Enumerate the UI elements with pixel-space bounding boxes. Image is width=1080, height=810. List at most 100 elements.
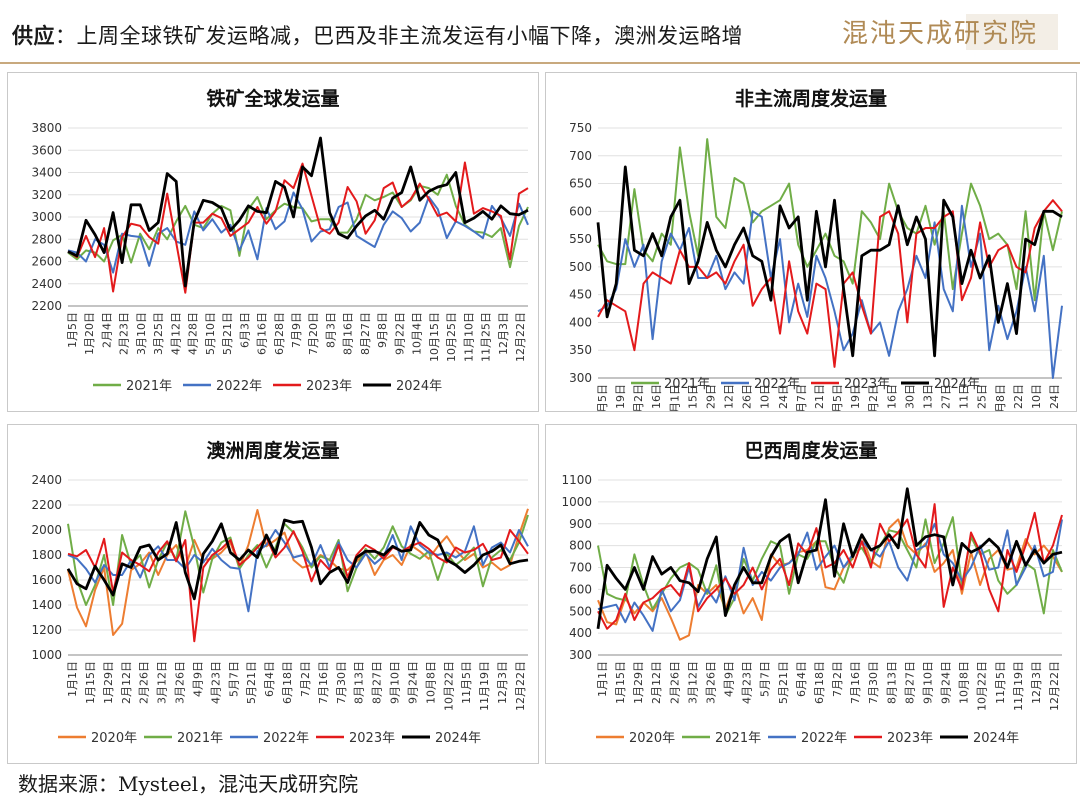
x-tick-label: 1月29日 [102,661,115,704]
legend-label-2024: 2024年 [396,379,442,394]
y-tick-label: 400 [569,626,592,640]
y-tick-label: 2800 [31,232,62,246]
legend-label-2023: 2023年 [887,731,933,746]
x-tick-label: 1月19日 [614,384,627,411]
y-tick-label: 3200 [31,188,62,202]
legend-label-2024: 2024年 [934,377,980,392]
series-line-2020 [67,508,529,636]
x-tick-label: 10月11日 [958,384,971,411]
x-tick-label: 2月12日 [650,661,663,704]
x-tick-label: 8月13日 [353,661,366,704]
x-tick-label: 7月30日 [335,661,348,704]
x-tick-label: 10月8日 [958,661,971,704]
x-tick-label: 4月26日 [741,384,754,411]
title-text: ：上周全球铁矿发运略减，巴西及非主流发运有小幅下降，澳洲发运略增 [55,24,743,48]
logo-text: 混沌天成研究院 [842,19,1038,49]
x-tick-label: 9月24日 [406,661,419,704]
chart-panel-nonmainstream: 非主流周度发运量 300 350 400 450 500 550 600 650 700 750 1月… [545,72,1077,412]
header-divider [0,62,1080,64]
legend-label-2023: 2023年 [844,377,890,392]
logo: 混沌天成研究院 [842,14,1058,50]
x-tick-label: 7月5日 [831,384,844,411]
series-line-2022 [597,204,1063,379]
x-tick-label: 1月15日 [84,661,97,704]
chart-panel-brazil: 巴西周度发运量 300 400 500 600 700 800 900 1000 1100 1月1日… [545,424,1077,764]
legend-label-2022: 2022年 [263,731,309,746]
legend-label-2023: 2023年 [349,731,395,746]
legend-label-2021: 2021年 [664,377,710,392]
x-tick-label: 1月1日 [66,661,79,697]
y-tick-label: 2200 [31,498,62,512]
chart-panel-australia: 澳洲周度发运量 1000 1200 1400 1600 1800 2000 2200 2400 1… [7,424,539,764]
x-tick-label: 11月8日 [994,384,1007,411]
x-tick-label: 8月16日 [885,384,898,411]
x-tick-label: 6月28日 [273,312,286,355]
y-tick-label: 1800 [31,548,62,562]
x-tick-label: 6月3日 [238,312,251,348]
x-tick-label: 3月12日 [686,661,699,704]
legend-label-2020: 2020年 [91,731,137,746]
x-tick-label: 9月27日 [940,384,953,411]
legend-label-2021: 2021年 [715,731,761,746]
x-tick-label: 2月12日 [120,661,133,704]
y-tick-label: 600 [569,204,592,218]
x-tick-label: 6月16日 [256,312,269,355]
x-tick-label: 9月22日 [393,312,406,355]
series-line-2022 [597,519,1063,632]
legend-label-2023: 2023年 [306,379,352,394]
y-tick-label: 650 [569,177,592,191]
y-tick-label: 1600 [31,573,62,587]
x-tick-label: 6月4日 [795,661,808,697]
x-tick-label: 3月29日 [704,384,717,411]
y-tick-label: 1000 [561,495,592,509]
x-tick-label: 10月4日 [411,312,424,355]
x-tick-label: 8月3日 [324,312,337,348]
x-tick-label: 10月22日 [976,661,989,711]
x-tick-label: 4月23日 [209,661,222,704]
y-tick-label: 800 [569,539,592,553]
x-tick-label: 9月8日 [376,312,389,348]
x-tick-label: 5月21日 [245,661,258,704]
series-line-2024 [596,165,1063,358]
x-tick-label: 7月20日 [307,312,320,355]
y-tick-label: 700 [569,149,592,163]
x-tick-label: 5月24日 [777,384,790,411]
y-tick-label: 350 [569,343,592,357]
x-tick-label: 5月21日 [221,312,234,355]
x-tick-label: 8月27日 [359,312,372,355]
title-label: 供应 [12,23,55,48]
series-line-2023 [67,161,529,294]
series-line-2021 [597,138,1063,302]
x-tick-label: 1月5日 [596,384,609,411]
x-tick-label: 12月3日 [497,312,510,355]
series-line-2023 [597,199,1063,368]
y-tick-label: 450 [569,288,592,302]
x-tick-label: 11月19日 [1012,661,1025,711]
y-tick-label: 2200 [31,299,62,313]
y-tick-label: 2000 [31,523,62,537]
series-line-2022 [67,191,529,274]
chart-title: 非主流周度发运量 [735,87,887,110]
x-tick-label: 9月13日 [921,384,934,411]
x-tick-label: 1月15日 [614,661,627,704]
series-line-2023 [597,503,1063,630]
x-tick-label: 1月20日 [83,312,96,355]
chart-title: 澳洲周度发运量 [206,439,339,462]
x-tick-label: 8月16日 [342,312,355,355]
y-tick-label: 3800 [31,121,62,135]
x-tick-label: 10月25日 [976,384,989,411]
x-tick-label: 3月12日 [156,661,169,704]
legend-label-2024: 2024年 [435,731,481,746]
x-tick-label: 8月30日 [903,384,916,411]
x-tick-label: 7月16日 [849,661,862,704]
x-tick-label: 5月21日 [777,661,790,704]
x-tick-label: 12月24日 [1048,384,1061,411]
x-tick-label: 7月2日 [299,661,312,697]
y-tick-label: 2600 [31,255,62,269]
legend-label-2021: 2021年 [177,731,223,746]
x-tick-label: 5月10日 [759,384,772,411]
x-tick-label: 4月9日 [723,661,736,697]
x-tick-label: 9月10日 [921,661,934,704]
legend-label-2024: 2024年 [973,731,1019,746]
x-tick-label: 4月9日 [191,661,204,697]
